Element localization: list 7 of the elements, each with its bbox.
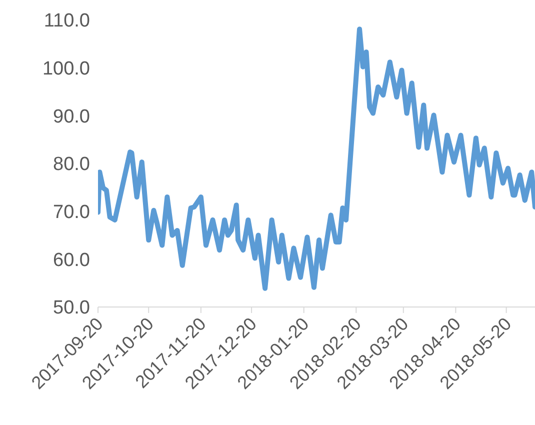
y-tick-label: 60.0: [53, 250, 90, 271]
y-tick-label: 90.0: [53, 106, 90, 128]
y-tick-label: 80.0: [53, 154, 90, 176]
y-tick-label: 100.0: [42, 58, 90, 80]
y-tick-label: 70.0: [53, 202, 90, 224]
y-tick-label: 110.0: [44, 10, 90, 32]
y-tick-label: 50.0: [53, 298, 90, 319]
